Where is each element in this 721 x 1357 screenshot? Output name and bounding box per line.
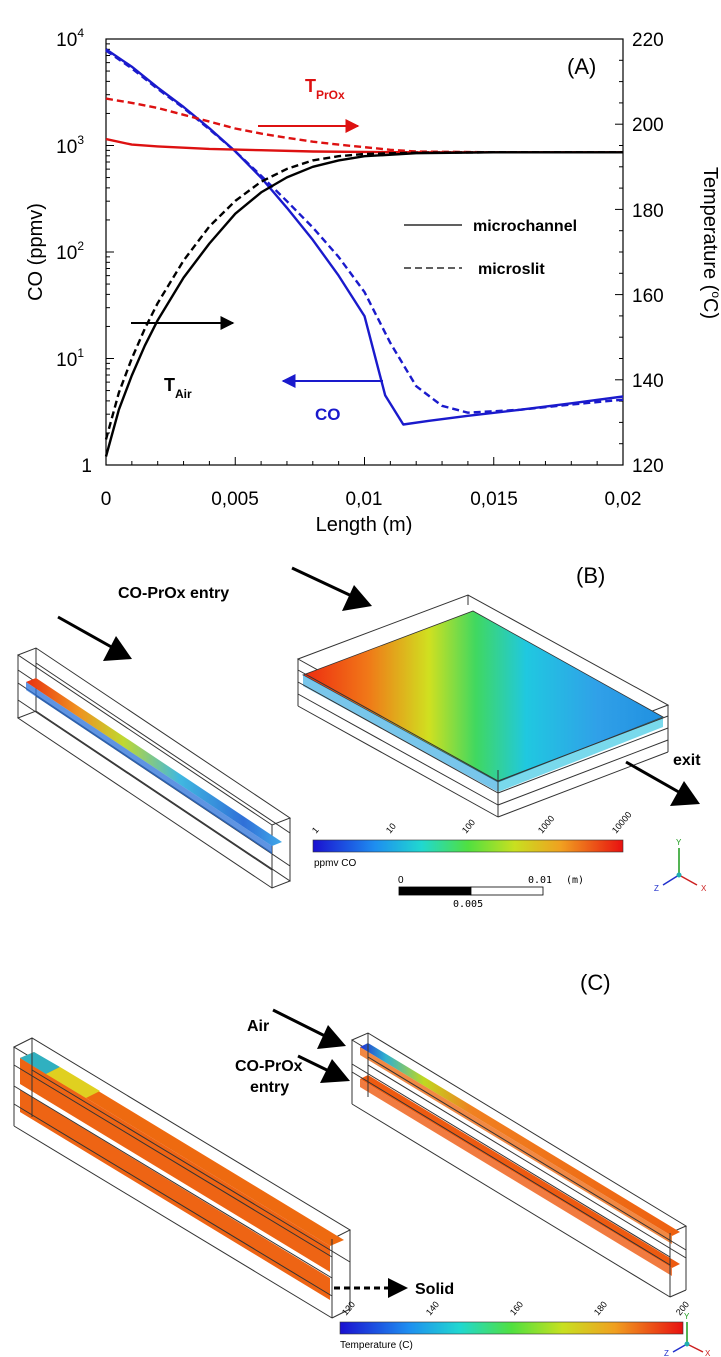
- series-line-co-solid: [105, 48, 624, 426]
- panel-label-b: (B): [576, 563, 605, 588]
- arrow-air-head: [317, 1025, 346, 1049]
- tick-marks: [105, 38, 624, 466]
- series-line-t-prox-dashed: [105, 97, 623, 154]
- colorbar-temperature: [339, 1321, 684, 1335]
- microslit-model-b: [296, 594, 670, 818]
- y2-tick-label: 140: [632, 371, 664, 392]
- x-tick-label: 0,02: [605, 489, 642, 510]
- axis-triad-b: Y X Z: [654, 838, 707, 893]
- colorbar-co-tick: 1: [310, 825, 321, 835]
- axis-z-label: Z: [664, 1349, 669, 1357]
- x-tick-label: 0,005: [211, 489, 259, 510]
- colorbar-co-tick: 10: [384, 821, 398, 835]
- legend-solid-label: microchannel: [473, 218, 577, 235]
- colorbar-temp-tick: 140: [424, 1299, 441, 1317]
- colorbar-temp-tick: 180: [592, 1299, 609, 1317]
- arrow-exit: [625, 760, 685, 797]
- plot-frame: [105, 38, 624, 466]
- y2-tick-label: 220: [632, 30, 664, 51]
- panel-a-chart: 0 0,005 0,01 0,015 0,02 1 101 102 103 10…: [25, 26, 721, 536]
- axis-x-label: X: [701, 884, 707, 893]
- scale-label-mid: 0.005: [453, 899, 483, 910]
- microchannel-co-field-side: [26, 682, 272, 854]
- colorbar-co: [312, 839, 624, 853]
- x-axis-title: Length (m): [316, 514, 413, 536]
- colorbar-temp-tick: 120: [340, 1299, 357, 1317]
- colorbar-co-tick: 1000: [536, 814, 557, 836]
- panel-label-c: (C): [580, 970, 611, 995]
- arrow-solid-head: [388, 1278, 408, 1298]
- axis-triad-c: Y X Z: [664, 1312, 711, 1357]
- colorbar-co-caption: ppmv CO: [314, 858, 356, 869]
- panel-label-a: (A): [567, 54, 596, 79]
- x-tick-label: 0: [101, 489, 112, 510]
- microchannel-model-c: [350, 1032, 688, 1298]
- series-line-t-air-solid: [104, 151, 623, 457]
- axis-y-label: Y: [676, 838, 682, 847]
- arrow-entry-c-head: [320, 1059, 350, 1083]
- exit-label: exit: [673, 752, 701, 769]
- arrow-entry-b-head: [342, 585, 372, 611]
- x-tick-label: 0,01: [346, 489, 383, 510]
- air-label: Air: [247, 1018, 269, 1035]
- colorbar-co-tick: 100: [460, 817, 477, 835]
- microslit-model-c: [12, 1037, 352, 1319]
- series-line-t-prox-solid: [105, 137, 623, 154]
- annotation-tair: TAir: [164, 375, 192, 401]
- entry-label-b: CO-PrOx entry: [118, 585, 229, 602]
- scale-label-left: 0: [398, 875, 404, 886]
- y-tick-label: 101: [56, 346, 84, 371]
- colorbar-temp-caption: Temperature (C): [340, 1340, 413, 1351]
- panel-b: (B) CO-PrOx entry: [16, 563, 707, 910]
- y2-tick-label: 180: [632, 201, 664, 222]
- annotation-tprox: TPrOx: [305, 76, 345, 102]
- y-tick-label: 102: [56, 239, 84, 264]
- series-line-co-dashed: [105, 49, 624, 414]
- arrow-exit-head: [670, 781, 700, 806]
- arrow-air: [272, 1008, 330, 1040]
- annotation-co: CO: [315, 405, 341, 424]
- y-axis-title: CO (ppmv): [25, 203, 47, 301]
- solid-label: Solid: [415, 1281, 454, 1298]
- y-tick-label: 104: [56, 26, 84, 51]
- entry-label-c-2: entry: [250, 1079, 289, 1096]
- legend: microchannel microslit: [404, 218, 577, 278]
- panel-c: (C) Air CO-PrOx entry: [12, 970, 711, 1357]
- arrow-entry-b-small: [57, 615, 116, 651]
- y2-tick-label: 200: [632, 115, 664, 136]
- x-tick-label: 0,015: [470, 489, 518, 510]
- colorbar-temp-tick: 160: [508, 1299, 525, 1317]
- arrow-entry-b-small-head: [103, 636, 132, 661]
- axis-x-label: X: [705, 1349, 711, 1357]
- legend-dashed-label: microslit: [478, 261, 545, 278]
- entry-label-c-1: CO-PrOx: [235, 1058, 303, 1075]
- series-line-t-air-dashed: [104, 151, 623, 440]
- arrow-entry-b: [291, 566, 357, 600]
- scale-label-unit: (m): [566, 875, 584, 886]
- axis-y-label: Y: [684, 1312, 690, 1321]
- microchannel-co-field: [26, 678, 282, 846]
- scale-bar: 0 0.01 (m) 0.005: [398, 875, 584, 910]
- axis-z-label: Z: [654, 884, 659, 893]
- series-lines: [104, 48, 624, 457]
- colorbar-co-tick: 10000: [610, 810, 634, 836]
- y2-tick-label: 120: [632, 456, 664, 477]
- y-tick-label: 1: [81, 456, 92, 477]
- scale-label-right: 0.01: [528, 875, 552, 886]
- y-tick-label: 103: [56, 133, 84, 158]
- y2-axis-title: Temperature (oC): [699, 167, 721, 319]
- y2-tick-label: 160: [632, 286, 664, 307]
